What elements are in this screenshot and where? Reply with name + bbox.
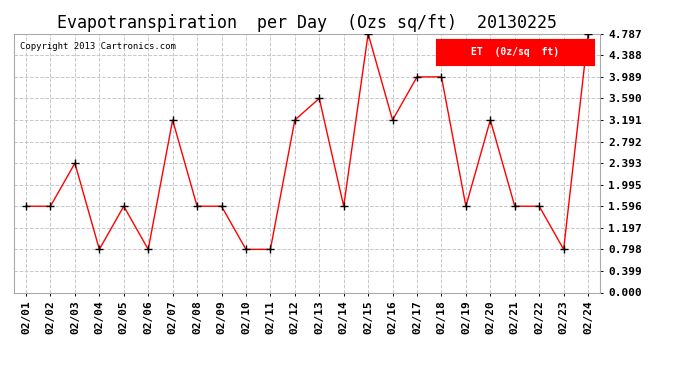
Title: Evapotranspiration  per Day  (Ozs sq/ft)  20130225: Evapotranspiration per Day (Ozs sq/ft) 2… <box>57 14 557 32</box>
Text: Copyright 2013 Cartronics.com: Copyright 2013 Cartronics.com <box>19 42 175 51</box>
